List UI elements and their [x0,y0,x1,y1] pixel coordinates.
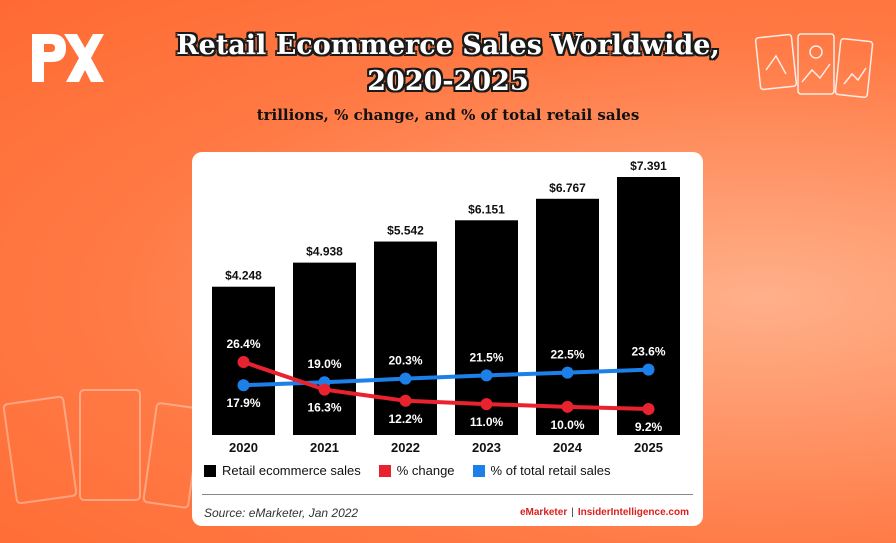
legend-label-change: % change [396,463,455,478]
chart-card: $4.248 2020 $4.938 2021 $5.542 2022 $6.151 2023… [192,152,703,526]
chart: $4.248 2020 $4.938 2021 $5.542 2022 $6.151 2023… [212,159,680,455]
legend-swatch-share [472,464,485,477]
change-label-2022: 12.2% [388,412,422,426]
share-line [241,367,651,388]
px-logo [32,34,104,82]
legend-item-change: % change [378,463,455,478]
change-point-2024 [561,400,574,413]
share-label-2023: 21.5% [469,350,503,364]
x-tick-2021: 2021 [310,440,339,455]
share-label-2022: 20.3% [388,354,422,368]
share-point-2022 [399,372,412,385]
chart-legend: Retail ecommerce sales % change % of tot… [204,463,611,478]
change-label-2021: 16.3% [307,401,341,415]
change-label-2024: 10.0% [550,418,584,432]
legend-item-sales: Retail ecommerce sales [204,463,361,478]
x-tick-2020: 2020 [229,440,258,455]
x-tick-2024: 2024 [553,440,583,455]
bar-label-2024: $6.767 [549,181,586,195]
change-point-2023 [480,398,493,411]
change-label-2025: 9.2% [635,420,663,434]
share-label-2025: 23.6% [631,345,665,359]
share-point-2024 [561,366,574,379]
brand-credit: eMarketer | InsiderIntelligence.com [520,507,689,518]
legend-label-sales: Retail ecommerce sales [222,463,361,478]
page-title: Retail Ecommerce Sales Worldwide, 2020-2… [120,28,776,100]
legend-item-share: % of total retail sales [472,463,611,478]
share-point-2023 [480,369,493,382]
bar-2024 [536,198,599,435]
title-line-1: Retail Ecommerce Sales Worldwide, [176,30,720,61]
page-subtitle: trillions, % change, and % of total reta… [256,106,640,124]
bar-label-2020: $4.248 [225,269,262,283]
x-tick-2025: 2025 [634,440,663,455]
bar-label-2021: $4.938 [306,245,343,259]
decorative-cards-watermark-icon [2,389,200,509]
share-point-2020 [237,379,250,392]
footer-divider [202,494,693,495]
bar-2025 [617,177,680,435]
change-label-2020: 26.4% [226,337,260,351]
decorative-chart-cards-icon [754,33,874,98]
change-point-2022 [399,394,412,407]
legend-label-share: % of total retail sales [490,463,611,478]
legend-swatch-change [378,464,391,477]
share-point-2025 [642,363,655,376]
change-line [241,360,651,411]
change-point-2020 [237,356,250,368]
source-note: Source: eMarketer, Jan 2022 [204,506,359,520]
brand-emarketer: eMarketer [519,507,568,518]
bar-2021 [293,262,356,435]
change-label-2023: 11.0% [470,415,504,429]
change-point-2025 [642,403,655,415]
bar-label-2023: $6.151 [468,202,505,216]
x-tick-2022: 2022 [391,440,420,455]
share-label-2020: 17.9% [226,396,260,410]
bar-label-2025: $7.391 [630,159,667,173]
change-point-2021 [318,383,331,396]
x-tick-2023: 2023 [472,440,501,455]
share-label-2024: 22.5% [550,348,584,362]
bar-label-2022: $5.542 [387,224,424,238]
legend-swatch-sales [204,464,216,477]
share-label-2021: 19.0% [307,357,341,371]
brand-insider: InsiderIntelligence.com [577,507,689,518]
title-line-2: 2020-2025 [367,66,529,97]
brand-separator: | [571,507,574,518]
